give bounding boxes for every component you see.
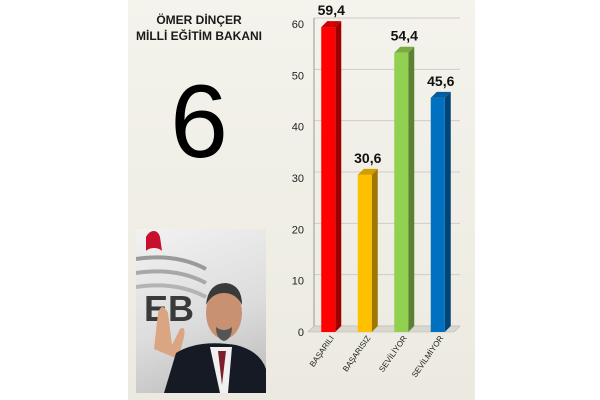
bars	[321, 21, 451, 333]
y-tick-label: 10	[292, 276, 304, 288]
category-label: BAŞARISIZ	[341, 334, 372, 373]
y-axis: 0 10 20 30 40 50 60	[292, 19, 304, 339]
y-tick-label: 20	[292, 224, 304, 236]
logo-stripe	[136, 255, 207, 271]
waving-hand-icon	[154, 307, 185, 359]
mustache-shape	[216, 327, 232, 341]
x-axis: BAŞARILI BAŞARISIZ SEVİLİYOR SEVİLMİYOR	[308, 334, 446, 379]
value-labels: 59,4 30,6 54,4 45,6	[318, 2, 455, 166]
y-tick-label: 30	[292, 173, 304, 185]
logo-stripe	[136, 283, 207, 299]
bar-basarili	[321, 21, 342, 333]
y-tick-label: 60	[292, 19, 304, 31]
minister-position: MİLLİ EĞİTİM BAKANI	[136, 29, 262, 43]
bar-chart: 0 10 20 30 40 50 60 59,4 30,6 54,4 45,6 BAŞARILI B…	[292, 2, 461, 379]
photo-illustration: EB	[136, 231, 266, 393]
y-tick-label: 50	[292, 70, 304, 82]
hair-shape	[206, 283, 242, 305]
value-label: 54,4	[391, 28, 418, 44]
bar-basarisiz	[357, 168, 378, 332]
rank-number: 6	[170, 64, 228, 180]
minister-name: ÖMER DİNÇER	[156, 13, 242, 27]
bar-sevilmiyor	[430, 91, 451, 332]
minister-title: ÖMER DİNÇER MİLLİ EĞİTİM BAKANI	[128, 12, 270, 44]
category-label: SEVİLMİYOR	[410, 334, 446, 379]
category-label: SEVİLİYOR	[377, 334, 409, 374]
tie-shape	[218, 351, 226, 385]
y-tick-label: 40	[292, 122, 304, 134]
value-label: 59,4	[318, 2, 345, 18]
logo-stripe	[136, 269, 207, 285]
bar-seviliyor	[394, 46, 415, 332]
value-label: 30,6	[354, 150, 381, 166]
category-label: BAŞARILI	[308, 334, 336, 369]
value-label: 45,6	[427, 73, 454, 89]
minister-photo: EB	[136, 229, 266, 393]
y-tick-label: 0	[298, 327, 304, 339]
torch-flame-icon	[146, 231, 162, 251]
face-shape	[206, 287, 242, 339]
